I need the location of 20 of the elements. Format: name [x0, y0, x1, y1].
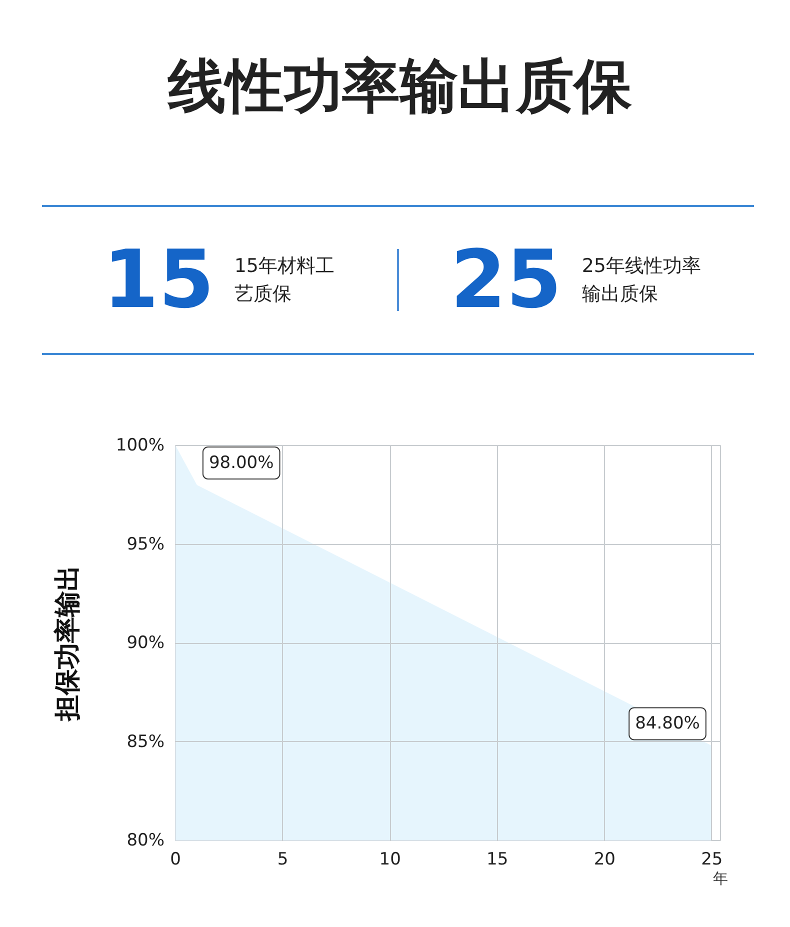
x-tick-label: 15 [486, 850, 508, 870]
x-tick-label: 25 [701, 850, 723, 870]
x-tick-label: 0 [170, 850, 181, 870]
x-tick-label: 20 [594, 850, 616, 870]
y-tick-label: 100% [116, 436, 165, 456]
y-tick-label: 85% [126, 732, 165, 752]
text: 15年材料工艺质保 [234, 254, 336, 307]
chart-title: 线性功率输出质保 [168, 51, 632, 122]
annotation: 98.00% [208, 453, 274, 473]
text: 25 [450, 232, 562, 328]
x-axis-title: 年 [713, 870, 728, 888]
y-axis-title: 担保功率输出 [52, 565, 83, 722]
y-tick-label: 80% [126, 830, 165, 850]
y-tick-label: 95% [126, 534, 165, 554]
x-tick-label: 5 [277, 850, 288, 870]
text: 25年线性功率输出质保 [582, 254, 702, 307]
x-tick-label: 10 [379, 850, 401, 870]
text: 15 [103, 232, 214, 328]
annotation: 84.80% [635, 714, 700, 734]
y-tick-label: 90% [126, 633, 165, 653]
